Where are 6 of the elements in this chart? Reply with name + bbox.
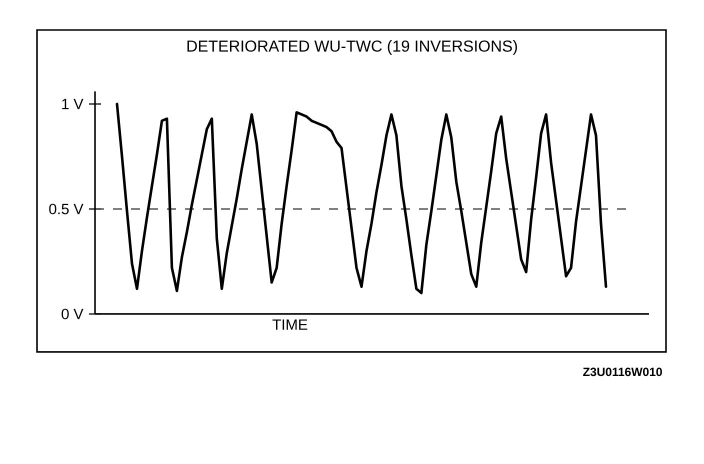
y-tick-label: 0 V [62,308,84,320]
y-tick-label: 1 V [62,98,84,110]
chart-title: DETERIORATED WU-TWC (19 INVERSIONS) [187,40,517,55]
x-axis-title: TIME [272,320,308,330]
y-tick-label: 0.5 V [49,204,84,214]
text: Z3U0116W010 [583,368,662,376]
